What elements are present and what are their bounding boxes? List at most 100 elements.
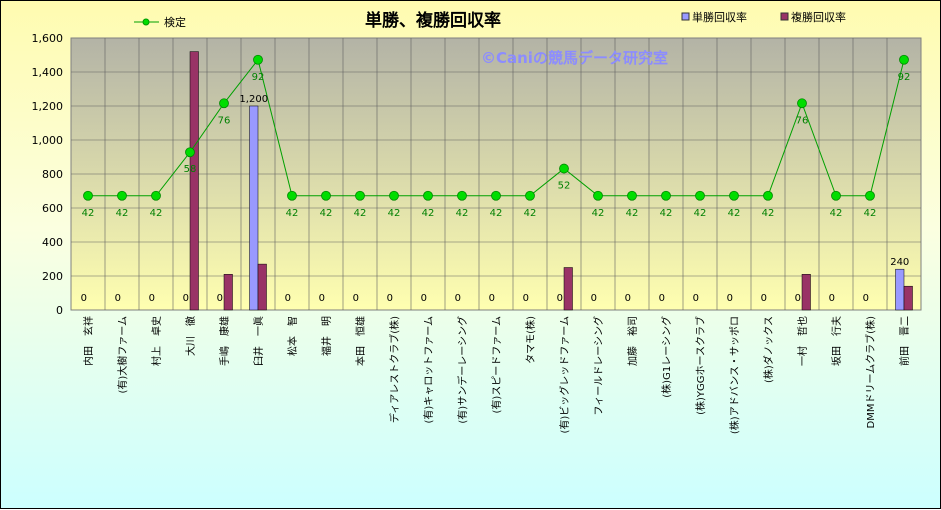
legend-line-label: 検定 (164, 15, 186, 29)
category-label: 加藤 裕司 (626, 316, 639, 366)
kentei-value-label: 42 (694, 208, 707, 219)
y-tick-label: 1,600 (32, 32, 64, 45)
kentei-point (661, 190, 671, 201)
kentei-point (491, 190, 501, 201)
y-tick-label: 1,000 (32, 134, 64, 147)
tansho-value-label: 0 (81, 293, 87, 304)
legend-marker-swatch (142, 18, 150, 26)
legend-right: 単勝回収率 複勝回収率 (681, 10, 846, 24)
category-label: (有)ビッグレッドファーム (558, 316, 571, 434)
kentei-value-label: 42 (626, 208, 639, 219)
y-tick-label: 800 (42, 168, 63, 181)
kentei-point (423, 190, 433, 201)
category-label: 一村 哲也 (796, 316, 809, 366)
kentei-point (559, 163, 569, 174)
kentei-value-label: 42 (660, 208, 673, 219)
category-label: タマモ(株) (524, 316, 537, 364)
kentei-value-label: 42 (592, 208, 605, 219)
kentei-point (219, 98, 229, 109)
y-tick-label: 600 (42, 202, 63, 215)
kentei-value-label: 92 (898, 72, 911, 83)
tansho-value-label: 0 (217, 293, 223, 304)
tansho-value-label: 0 (863, 293, 869, 304)
tansho-value-label: 0 (149, 293, 155, 304)
tansho-value-label: 0 (319, 293, 325, 304)
tansho-value-label: 0 (727, 293, 733, 304)
category-label: 大川 徹 (184, 316, 197, 356)
kentei-point (389, 190, 399, 201)
tansho-value-label: 0 (455, 293, 461, 304)
kentei-point (117, 190, 127, 201)
kentei-point (831, 190, 841, 201)
kentei-point (763, 190, 773, 201)
kentei-point (253, 54, 263, 65)
kentei-value-label: 76 (218, 115, 231, 126)
kentei-point (899, 54, 909, 65)
kentei-value-label: 42 (762, 208, 775, 219)
kentei-point (729, 190, 739, 201)
line-series (83, 54, 909, 201)
kentei-value-label: 42 (490, 208, 503, 219)
y-tick-label: 1,400 (32, 66, 64, 79)
tansho-value-label: 0 (387, 293, 393, 304)
category-label: (株)G1レーシング (660, 316, 673, 398)
kentei-value-label: 42 (320, 208, 333, 219)
bar-fukusho (223, 274, 233, 311)
kentei-point (797, 98, 807, 109)
legend-bar2-label: 複勝回収率 (791, 10, 846, 24)
category-label: 本田 恒雄 (354, 316, 367, 366)
tansho-value-label: 0 (523, 293, 529, 304)
bar-fukusho (801, 274, 811, 311)
tansho-value-label: 0 (761, 293, 767, 304)
category-label: (株)YGGホースクラブ (694, 316, 707, 415)
kentei-point (627, 190, 637, 201)
category-label: 内田 玄祥 (82, 316, 95, 366)
kentei-point (457, 190, 467, 201)
kentei-point (83, 190, 93, 201)
category-label: 坂田 行夫 (830, 316, 843, 366)
chart-title: 単勝、複勝回収率 (365, 10, 501, 31)
bar-fukusho (189, 51, 199, 311)
category-label: (株)アドバンス・サッポロ (728, 316, 741, 434)
kentei-value-label: 42 (456, 208, 469, 219)
category-label: 村上 卓史 (150, 316, 163, 366)
legend-bar1-swatch (681, 12, 690, 21)
category-label: 松本 智 (286, 316, 299, 356)
category-label: ディアレストクラブ(株) (388, 316, 401, 423)
tansho-value-label: 0 (353, 293, 359, 304)
kentei-value-label: 42 (286, 208, 299, 219)
kentei-value-label: 42 (830, 208, 843, 219)
kentei-value-label: 92 (252, 72, 265, 83)
category-label: フィールドレーシング (592, 316, 605, 416)
data-labels: 42 42 42 58 76 92 42 42 42 42 42 42 42 42 52 42 42 42 42 42… (81, 72, 911, 304)
kentei-value-label: 42 (116, 208, 129, 219)
y-tick-label: 400 (42, 236, 63, 249)
kentei-point (695, 190, 705, 201)
kentei-value-label: 42 (524, 208, 537, 219)
category-label: (有)サンデーレーシング (456, 316, 469, 424)
bar-tansho (895, 268, 905, 311)
tansho-value-label: 0 (591, 293, 597, 304)
category-label: 手嶋 康雄 (218, 316, 231, 366)
category-label: 福井 明 (320, 316, 333, 356)
category-labels: 内田 玄祥 (有)大樹ファーム 村上 卓史 大川 徹 手嶋 康雄 臼井 一眞 松本 智 福井 … (82, 316, 911, 434)
category-label: DMMドリームクラブ(株) (864, 316, 877, 429)
tansho-value-label: 0 (625, 293, 631, 304)
bar-fukusho (563, 267, 573, 311)
tansho-value-label: 0 (829, 293, 835, 304)
tansho-value-label: 0 (115, 293, 121, 304)
kentei-point (865, 190, 875, 201)
kentei-point (593, 190, 603, 201)
legend-bar1-label: 単勝回収率 (692, 10, 747, 24)
bar-fukusho (903, 285, 913, 311)
category-label: 臼井 一眞 (252, 316, 265, 366)
bar-tansho (249, 105, 259, 311)
kentei-value-label: 58 (184, 164, 197, 175)
kentei-point (321, 190, 331, 201)
category-label: (有)大樹ファーム (116, 316, 129, 394)
kentei-point (185, 147, 195, 158)
kentei-point (525, 190, 535, 201)
tansho-value-label: 0 (183, 293, 189, 304)
legend-left: 検定 (134, 15, 186, 29)
